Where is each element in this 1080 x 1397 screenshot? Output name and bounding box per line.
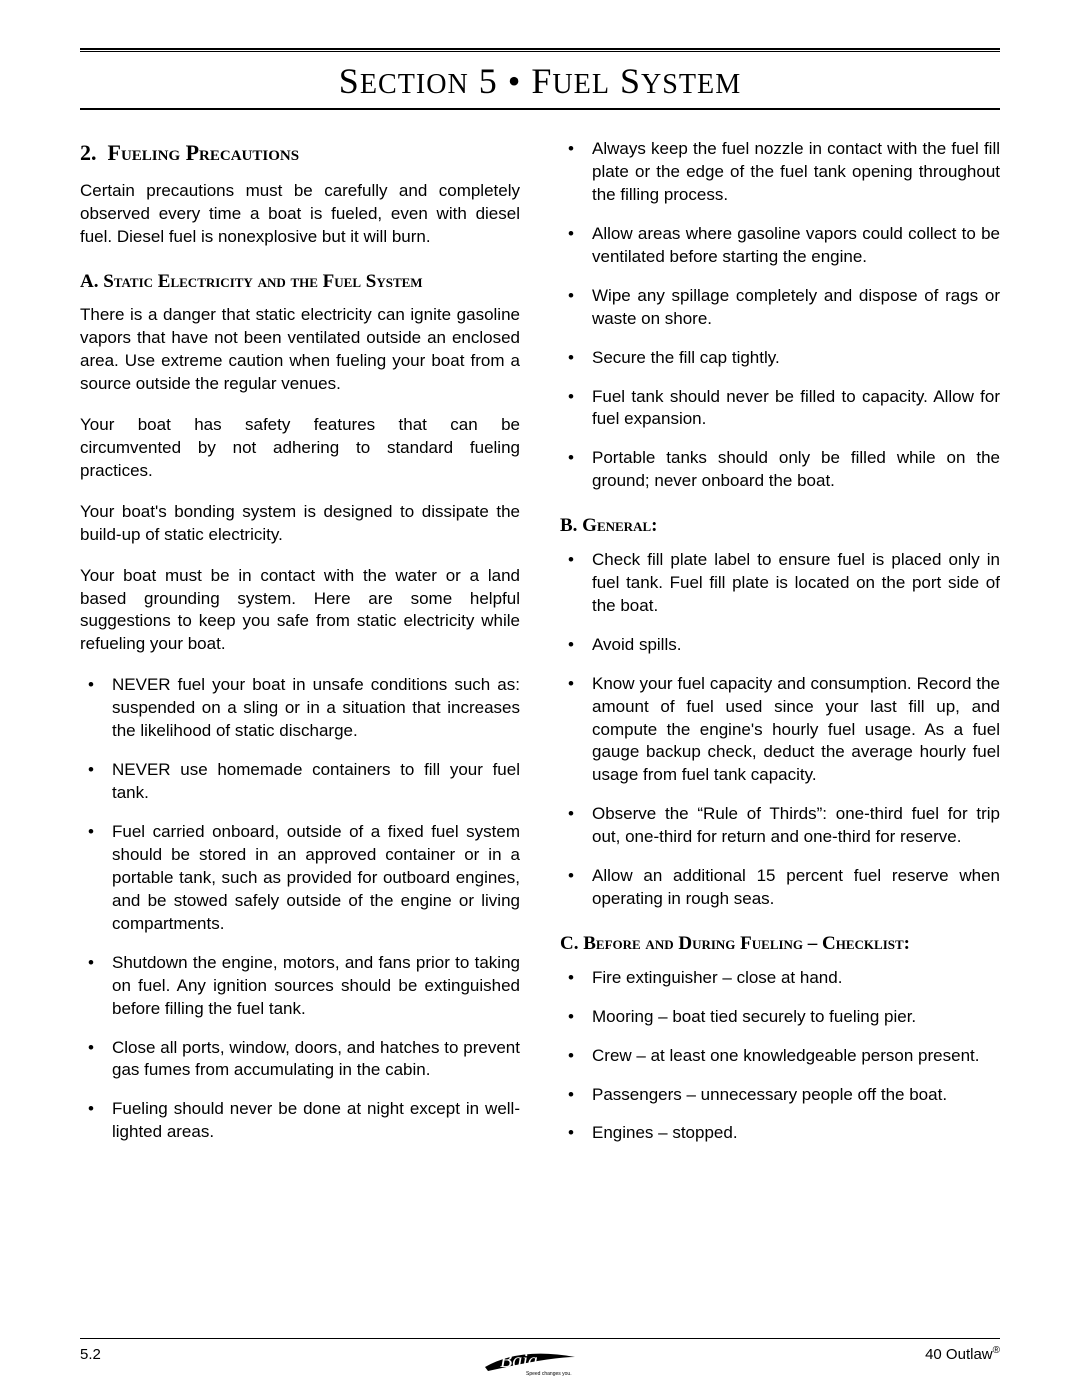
list-item: Allow an additional 15 percent fuel rese…: [560, 865, 1000, 911]
page-footer: 5.2 Baja Speed changes you. 40 Outlaw®: [80, 1338, 1000, 1363]
list-item: Close all ports, window, doors, and hatc…: [80, 1037, 520, 1083]
a-paragraph-4: Your boat must be in contact with the wa…: [80, 565, 520, 657]
a-bullet-list-right: Always keep the fuel nozzle in contact w…: [560, 138, 1000, 493]
list-item: Crew – at least one knowledgeable person…: [560, 1045, 1000, 1068]
list-item: Avoid spills.: [560, 634, 1000, 657]
a-bullet-list-left: NEVER fuel your boat in unsafe condition…: [80, 674, 520, 1144]
list-item: NEVER fuel your boat in unsafe condition…: [80, 674, 520, 743]
right-column: Always keep the fuel nozzle in contact w…: [560, 138, 1000, 1161]
a-paragraph-2: Your boat has safety features that can b…: [80, 414, 520, 483]
list-item: Fueling should never be done at night ex…: [80, 1098, 520, 1144]
footer-model: 40 Outlaw®: [925, 1345, 1000, 1363]
a-paragraph-3: Your boat's bonding system is designed t…: [80, 501, 520, 547]
list-item: Secure the fill cap tightly.: [560, 347, 1000, 370]
intro-paragraph: Certain precautions must be carefully an…: [80, 180, 520, 249]
section-number: 2.: [80, 140, 97, 165]
list-item: Know your fuel capacity and consumption.…: [560, 673, 1000, 788]
list-item: Always keep the fuel nozzle in contact w…: [560, 138, 1000, 207]
list-item: Wipe any spillage completely and dispose…: [560, 285, 1000, 331]
list-item: Fire extinguisher – close at hand.: [560, 967, 1000, 990]
subsection-c-heading: C. Before and During Fueling – Checklist…: [560, 931, 1000, 957]
page-title: SECTION 5 • FUEL SYSTEM: [80, 60, 1000, 110]
list-item: Portable tanks should only be filled whi…: [560, 447, 1000, 493]
list-item: Observe the “Rule of Thirds”: one-third …: [560, 803, 1000, 849]
list-item: Fuel carried onboard, outside of a fixed…: [80, 821, 520, 936]
list-item: Allow areas where gasoline vapors could …: [560, 223, 1000, 269]
list-item: Passengers – unnecessary people off the …: [560, 1084, 1000, 1107]
list-item: Mooring – boat tied securely to fueling …: [560, 1006, 1000, 1029]
footer-logo: Baja Speed changes you.: [480, 1343, 600, 1383]
svg-text:Speed changes you.: Speed changes you.: [526, 1371, 572, 1377]
c-bullet-list: Fire extinguisher – close at hand. Moorin…: [560, 967, 1000, 1146]
svg-text:Baja: Baja: [500, 1350, 538, 1372]
subsection-b-heading: B. General:: [560, 513, 1000, 539]
section-heading: 2. Fueling Precautions: [80, 138, 520, 168]
a-paragraph-1: There is a danger that static electricit…: [80, 304, 520, 396]
subsection-a-heading: A. Static Electricity and the Fuel Syste…: [80, 269, 520, 295]
list-item: Shutdown the engine, motors, and fans pr…: [80, 952, 520, 1021]
footer-page-number: 5.2: [80, 1346, 101, 1363]
list-item: Engines – stopped.: [560, 1122, 1000, 1145]
content-columns: 2. Fueling Precautions Certain precautio…: [80, 138, 1000, 1161]
b-bullet-list: Check fill plate label to ensure fuel is…: [560, 549, 1000, 911]
list-item: Fuel tank should never be filled to capa…: [560, 386, 1000, 432]
list-item: NEVER use homemade containers to fill yo…: [80, 759, 520, 805]
left-column: 2. Fueling Precautions Certain precautio…: [80, 138, 520, 1161]
section-title-text: Fueling Precautions: [108, 140, 300, 165]
header-rule: [80, 48, 1000, 52]
list-item: Check fill plate label to ensure fuel is…: [560, 549, 1000, 618]
